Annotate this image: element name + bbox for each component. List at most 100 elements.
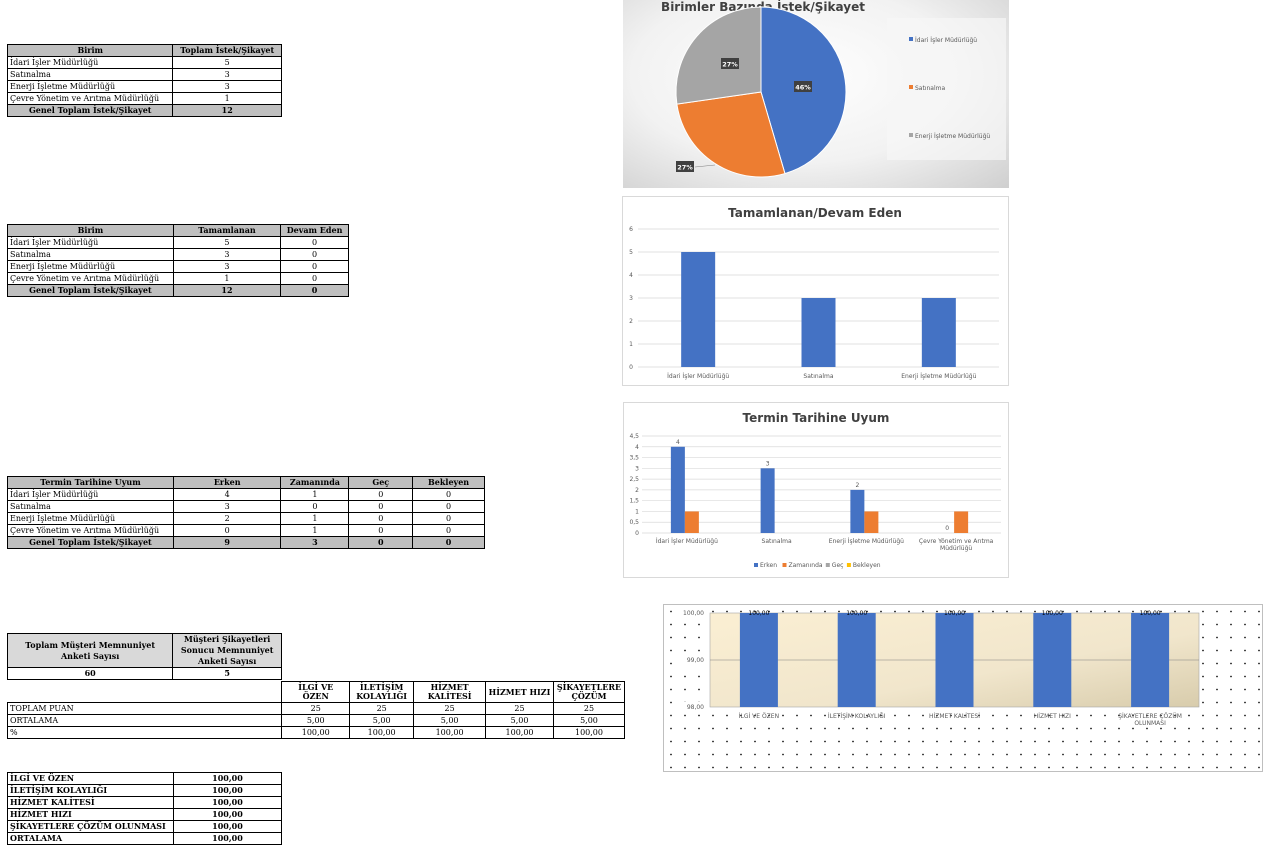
cell[interactable]: ŞİKAYETLERE ÇÖZÜM OLUNMASI: [7, 820, 174, 833]
cell[interactable]: 25: [485, 702, 554, 715]
cell[interactable]: 3: [172, 68, 282, 81]
pie-chart[interactable]: Birimler Bazında İstek/Şikayet 46% 27% 27% İ…: [623, 0, 1009, 188]
cell[interactable]: 0: [412, 512, 485, 525]
cell[interactable]: 0: [280, 260, 349, 273]
cell[interactable]: 60: [6, 667, 174, 680]
cell[interactable]: 3: [172, 260, 282, 273]
cell[interactable]: İLGİ VE ÖZEN: [7, 772, 174, 785]
cell[interactable]: 0: [348, 536, 414, 549]
cell[interactable]: 0: [280, 236, 349, 249]
cell[interactable]: Enerji İşletme Müdürlüğü: [7, 512, 174, 525]
cell[interactable]: 5: [172, 236, 282, 249]
cell[interactable]: 100,00: [172, 796, 283, 809]
cell[interactable]: 0: [412, 524, 485, 537]
cell[interactable]: 100,00: [552, 726, 626, 739]
cell[interactable]: 5: [172, 667, 282, 680]
cell[interactable]: 5,00: [281, 714, 351, 727]
cell[interactable]: 25: [413, 702, 487, 715]
cell[interactable]: ORTALAMA: [7, 832, 174, 845]
cell[interactable]: 1: [172, 272, 282, 285]
cell[interactable]: 2: [172, 512, 282, 525]
legend-swatch: [782, 563, 787, 567]
cell[interactable]: 5: [172, 56, 282, 69]
cell[interactable]: Çevre Yönetim ve Arıtma Müdürlüğü: [7, 524, 174, 537]
cell[interactable]: Enerji İşletme Müdürlüğü: [6, 80, 174, 93]
cell[interactable]: 0: [280, 284, 349, 297]
cell[interactable]: Genel Toplam İstek/Şikayet: [6, 104, 174, 117]
total-row: Genel Toplam İstek/Şikayet 12 0: [7, 284, 349, 297]
cell[interactable]: 0: [172, 524, 282, 537]
cell[interactable]: ORTALAMA: [6, 714, 283, 727]
cell[interactable]: 0: [280, 500, 350, 513]
cell[interactable]: 100,00: [172, 820, 283, 833]
bar-chart-termin[interactable]: Termin Tarihine Uyum 0 0,5 1 1,5 2 2,5 3 3,5 4 4,5…: [623, 402, 1009, 578]
cell[interactable]: Satınalma: [7, 500, 174, 513]
table-header-row: Toplam Müşteri Memnuniyet Anketi Sayısı …: [6, 633, 282, 668]
cell[interactable]: Satınalma: [7, 248, 174, 261]
cell[interactable]: 0: [348, 512, 414, 525]
cell[interactable]: 0: [280, 248, 349, 261]
cell[interactable]: Çevre Yönetim ve Arıtma Müdürlüğü: [7, 272, 174, 285]
cell[interactable]: Genel Toplam İstek/Şikayet: [7, 536, 174, 549]
cell[interactable]: 0: [412, 488, 485, 501]
cell[interactable]: 5,00: [552, 714, 626, 727]
cell[interactable]: 100,00: [172, 808, 283, 821]
cell[interactable]: İdari İşler Müdürlüğü: [6, 56, 174, 69]
bar-chart-anket[interactable]: 98,00 99,00 100,00 100,00 İLGİ VE ÖZEN 100,00…: [663, 604, 1263, 772]
bar-chart-tamamlanan[interactable]: Tamamlanan/Devam Eden 0 1 2 3 4 5 6 İdari İşler …: [622, 196, 1009, 386]
col-header: Tamamlanan: [172, 224, 282, 237]
cell[interactable]: 25: [552, 702, 626, 715]
cell[interactable]: 100,00: [485, 726, 554, 739]
cell[interactable]: Çevre Yönetim ve Arıtma Müdürlüğü: [6, 92, 174, 105]
cell[interactable]: 25: [281, 702, 351, 715]
cell[interactable]: 100,00: [281, 726, 351, 739]
cell[interactable]: 3: [172, 80, 282, 93]
cell[interactable]: 0: [280, 272, 349, 285]
cell[interactable]: 5,00: [413, 714, 487, 727]
cell[interactable]: 3: [172, 248, 282, 261]
y-tick-label: 4: [629, 272, 633, 279]
cell[interactable]: İLETİŞİM KOLAYLIĞI: [7, 784, 174, 797]
bar: [760, 468, 775, 533]
cell[interactable]: Satınalma: [6, 68, 174, 81]
table-toplam-istek: Birim Toplam İstek/Şikayet İdari İşler M…: [6, 44, 282, 117]
cell[interactable]: %: [6, 726, 283, 739]
cell[interactable]: 0: [348, 488, 414, 501]
table-row: HİZMET HIZI 100,00: [7, 808, 283, 821]
cell[interactable]: 1: [280, 512, 350, 525]
cell[interactable]: 1: [280, 524, 350, 537]
data-label: 27%: [677, 164, 693, 172]
cell[interactable]: 1: [280, 488, 350, 501]
y-tick-label: 1: [629, 341, 633, 348]
cell[interactable]: İdari İşler Müdürlüğü: [7, 236, 174, 249]
cell[interactable]: 100,00: [349, 726, 415, 739]
cell[interactable]: 9: [172, 536, 282, 549]
cell[interactable]: 5,00: [485, 714, 554, 727]
cell[interactable]: 0: [412, 500, 485, 513]
col-header: Zamanında: [280, 476, 350, 489]
cell[interactable]: 12: [172, 104, 282, 117]
cell[interactable]: TOPLAM PUAN: [6, 702, 283, 715]
cell[interactable]: 0: [412, 536, 485, 549]
cell[interactable]: 5,00: [349, 714, 415, 727]
cell[interactable]: HİZMET HIZI: [7, 808, 174, 821]
cell[interactable]: 3: [280, 536, 350, 549]
cell[interactable]: 3: [172, 500, 282, 513]
cell[interactable]: 12: [172, 284, 282, 297]
cell[interactable]: HİZMET KALİTESİ: [7, 796, 174, 809]
cell[interactable]: 0: [348, 500, 414, 513]
cell[interactable]: Genel Toplam İstek/Şikayet: [7, 284, 174, 297]
cell[interactable]: 1: [172, 92, 282, 105]
cell[interactable]: 25: [349, 702, 415, 715]
cell[interactable]: Enerji İşletme Müdürlüğü: [7, 260, 174, 273]
cell[interactable]: 4: [172, 488, 282, 501]
cell[interactable]: 100,00: [172, 772, 283, 785]
bar: [954, 511, 969, 533]
data-label-box: [676, 161, 694, 172]
table-row: ŞİKAYETLERE ÇÖZÜM OLUNMASI 100,00: [7, 820, 283, 833]
cell[interactable]: İdari İşler Müdürlüğü: [7, 488, 174, 501]
cell[interactable]: 100,00: [172, 784, 283, 797]
cell[interactable]: 0: [348, 524, 414, 537]
cell[interactable]: 100,00: [413, 726, 487, 739]
cell[interactable]: 100,00: [172, 832, 283, 845]
